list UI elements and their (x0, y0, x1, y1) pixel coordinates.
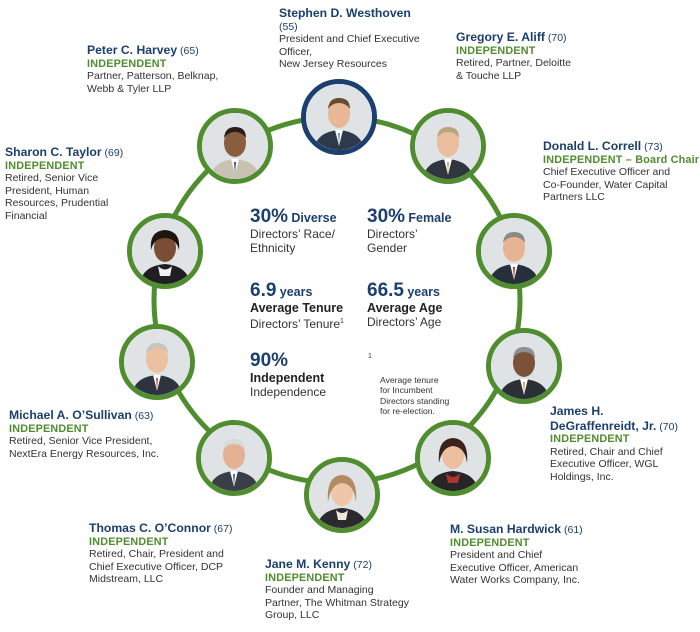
bio-aliff: Gregory E. Aliff (70) INDEPENDENT Retire… (456, 30, 616, 82)
portrait-correll (476, 213, 552, 289)
stat-label: Independent (250, 371, 325, 385)
stat-sub: Directors’ Age (367, 315, 442, 329)
footnote-text: Average tenure for Incumbent Directors s… (380, 374, 450, 417)
independent-label: INDEPENDENT (5, 159, 85, 172)
stat-unit: years (407, 285, 441, 299)
stat-label: Diverse (291, 211, 337, 225)
director-name: Michael A. O’Sullivan (9, 408, 132, 422)
director-name: Gregory E. Aliff (456, 30, 545, 44)
stat-female: 30% Female Directors’ Gender (367, 206, 477, 255)
stat-label: Average Age (367, 301, 443, 315)
stat-label: Female (408, 211, 452, 225)
director-role: Chief Executive Officer and Co-Founder, … (543, 166, 671, 204)
bio-oconnor: Thomas C. O’Connor (67) INDEPENDENT Reti… (89, 521, 259, 586)
director-age: (61) (564, 524, 583, 536)
independent-label: INDEPENDENT (265, 571, 345, 584)
footnote-marker: 1 (368, 353, 372, 360)
independent-label: INDEPENDENT (9, 422, 89, 435)
portrait-hardwick (415, 420, 491, 496)
stat-value: 90% (250, 350, 289, 371)
director-name: Donald L. Correll (543, 139, 642, 153)
director-role: President and Chief Executive Officer, A… (450, 549, 580, 587)
portrait-degraffenreidt (486, 328, 562, 404)
independent-label: INDEPENDENT – Board Chair (543, 153, 700, 166)
director-name: Thomas C. O’Connor (89, 521, 211, 535)
director-age: (55) (279, 20, 298, 33)
director-role: Retired, Partner, Deloitte & Touche LLP (456, 57, 571, 82)
stat-tenure: 6.9 years Average Tenure Directors’ Tenu… (250, 280, 365, 331)
director-age: (67) (213, 523, 233, 535)
director-role: Retired, Senior Vice President, NextEra … (9, 435, 159, 460)
footnote: 1 Average tenure for Incumbent Directors… (368, 353, 480, 417)
director-age: (72) (353, 559, 372, 571)
director-name: M. Susan Hardwick (450, 522, 562, 536)
stat-age: 66.5 years Average Age Directors’ Age (367, 280, 477, 329)
director-role: Founder and Managing Partner, The Whitma… (265, 584, 409, 622)
portrait-taylor (127, 213, 203, 289)
stat-sub: Directors’ Gender (367, 227, 418, 255)
director-role: Retired, Senior Vice President, Human Re… (5, 172, 109, 222)
bio-kenny: Jane M. Kenny (72) INDEPENDENT Founder a… (265, 557, 435, 622)
bio-correll: Donald L. Correll (73) INDEPENDENT – Boa… (543, 139, 700, 204)
bio-osullivan: Michael A. O’Sullivan (63) INDEPENDENT R… (9, 408, 189, 460)
independent-label: INDEPENDENT (89, 535, 169, 548)
director-age: (73) (644, 141, 663, 153)
director-age: (70) (659, 420, 678, 433)
portrait-kenny (304, 457, 380, 533)
director-age: (70) (547, 32, 567, 44)
portrait-osullivan (119, 324, 195, 400)
stat-diverse: 30% Diverse Directors’ Race/ Ethnicity (250, 206, 360, 255)
director-name: Peter C. Harvey (87, 43, 178, 57)
director-name: James H. DeGraffenreidt, Jr. (550, 404, 657, 433)
bio-hardwick: M. Susan Hardwick (61) INDEPENDENT Presi… (450, 522, 620, 587)
stat-value: 30% (250, 206, 289, 227)
portrait-oconnor (196, 420, 272, 496)
portrait-harvey (197, 108, 273, 184)
footnote-mark: 1 (340, 318, 344, 325)
director-role: Retired, Chair, President and Chief Exec… (89, 548, 224, 586)
stat-sub: Directors’ Race/ Ethnicity (250, 227, 335, 255)
stat-sub: Directors’ Tenure (250, 317, 341, 331)
director-name: Sharon C. Taylor (5, 145, 102, 159)
director-role: President and Chief Executive Officer, N… (279, 33, 420, 71)
independent-label: INDEPENDENT (450, 536, 530, 549)
portrait-aliff (410, 108, 486, 184)
independent-label: INDEPENDENT (550, 433, 630, 446)
director-age: (65) (180, 45, 199, 57)
stat-value: 6.9 (250, 280, 277, 301)
stat-label: Average Tenure (250, 301, 344, 315)
bio-taylor: Sharon C. Taylor (69) INDEPENDENT Retire… (5, 145, 140, 223)
director-age: (63) (134, 410, 154, 422)
stat-unit: years (279, 285, 313, 299)
stat-value: 30% (367, 206, 406, 227)
stat-value: 66.5 (367, 280, 404, 301)
stat-independent: 90% Independent Independence (250, 350, 360, 399)
director-role: Retired, Chair and Chief Executive Offic… (550, 445, 663, 483)
director-age: (69) (104, 147, 124, 159)
director-name: Jane M. Kenny (265, 557, 351, 571)
stat-sub: Independence (250, 385, 327, 399)
bio-harvey: Peter C. Harvey (65) INDEPENDENT Partner… (87, 43, 247, 95)
director-role: Partner, Patterson, Belknap, Webb & Tyle… (87, 70, 219, 95)
portrait-westhoven (301, 79, 377, 155)
director-name: Stephen D. Westhoven (279, 6, 411, 20)
independent-label: INDEPENDENT (87, 57, 167, 70)
bio-westhoven: Stephen D. Westhoven (55) President and … (279, 6, 429, 71)
bio-degraffenreidt: James H. DeGraffenreidt, Jr. (70) INDEPE… (550, 404, 700, 484)
independent-label: INDEPENDENT (456, 44, 536, 57)
